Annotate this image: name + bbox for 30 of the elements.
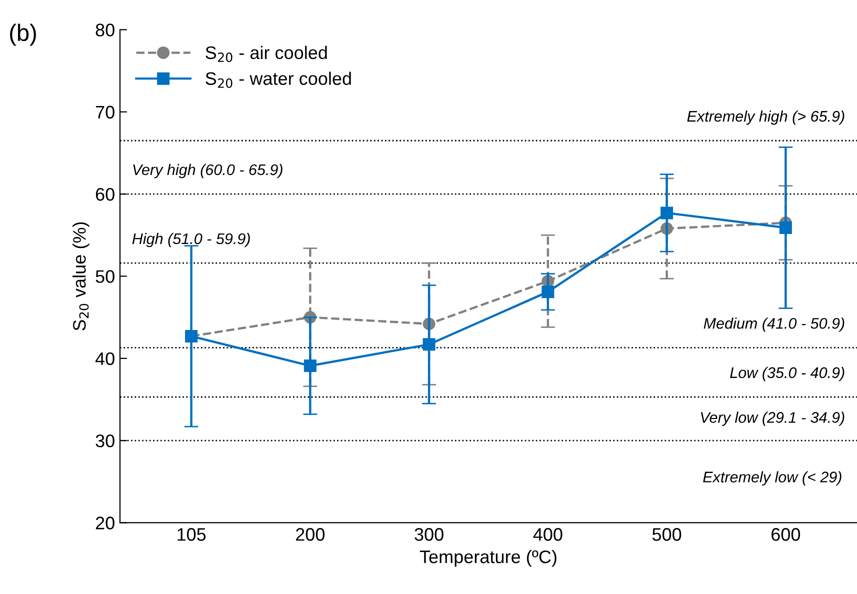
ref-line-label: Low (35.0 - 40.9) bbox=[730, 366, 844, 382]
x-tick-label: 300 bbox=[414, 528, 444, 541]
ref-line-label: Medium (41.0 - 50.9) bbox=[704, 318, 844, 332]
x-tick-label: 500 bbox=[652, 528, 682, 541]
ref-line-label: Extremely high (> 65.9) bbox=[687, 110, 844, 125]
x-tick-label: 200 bbox=[296, 528, 325, 541]
y-tick-label: 50 bbox=[96, 270, 114, 283]
y-tick-label: 60 bbox=[96, 188, 114, 201]
chart-title: (b) bbox=[10, 24, 36, 46]
ref-line-label: High (51.0 - 59.9) bbox=[132, 232, 250, 248]
point bbox=[422, 338, 436, 351]
ref-line-label: Very low (29.1 - 34.9) bbox=[700, 412, 844, 426]
y-axis-title: S$_{20}$ value (%) bbox=[72, 222, 90, 330]
ref-line-label: Very high (60.0 - 65.9) bbox=[133, 164, 282, 178]
point bbox=[542, 286, 554, 298]
y-tick-label: 70 bbox=[96, 106, 114, 119]
point bbox=[660, 206, 674, 220]
y-tick-label: 30 bbox=[96, 434, 114, 448]
x-tick-label: 400 bbox=[533, 528, 562, 541]
y-tick-label: 40 bbox=[95, 352, 114, 366]
point bbox=[779, 221, 792, 234]
point bbox=[304, 360, 316, 372]
x-tick-label: 600 bbox=[772, 528, 800, 541]
x-tick-label: 105 bbox=[178, 528, 206, 541]
legend-label: S$_{20}$ - air cooled bbox=[206, 46, 327, 62]
y-tick-label: 80 bbox=[96, 24, 114, 36]
annotation: Extremely low (< 29) bbox=[703, 471, 842, 486]
x-axis-title: Temperature (ºC) bbox=[420, 550, 556, 567]
legend-label: S$_{20}$ - water cooled bbox=[206, 72, 351, 88]
y-tick-label: 20 bbox=[96, 516, 114, 530]
